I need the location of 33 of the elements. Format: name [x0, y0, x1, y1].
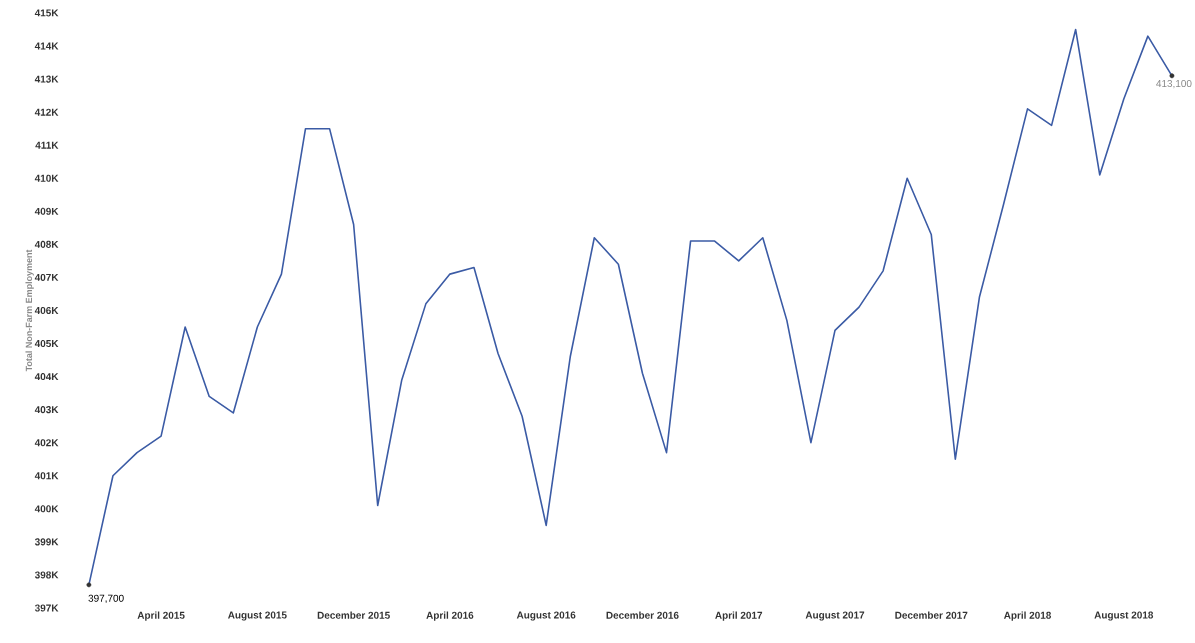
data-label: 397,700: [88, 594, 124, 603]
y-tick-label: 411K: [35, 141, 59, 149]
y-tick-label: 403K: [34, 406, 59, 414]
y-tick-label: 397K: [34, 604, 59, 612]
x-tick-label: August 2018: [1094, 611, 1154, 621]
data-label: 413,100: [1156, 79, 1192, 89]
x-tick-label: April 2016: [426, 611, 474, 621]
y-tick-label: 410K: [34, 174, 59, 182]
y-tick-label: 400K: [34, 505, 59, 513]
x-tick-label: April 2015: [137, 611, 185, 621]
y-tick-label: 401K: [34, 472, 59, 480]
x-tick-label: April 2017: [715, 611, 763, 621]
y-tick-label: 398K: [34, 571, 59, 579]
y-tick-label: 402K: [34, 439, 59, 447]
x-tick-label: August 2016: [516, 611, 576, 621]
y-tick-label: 404K: [34, 373, 59, 381]
y-tick-label: 408K: [34, 240, 59, 248]
y-axis-title: Total Non-Farm Employment: [25, 249, 34, 372]
y-tick-label: 413K: [34, 75, 59, 83]
y-tick-label: 399K: [34, 538, 59, 546]
y-tick-label: 409K: [34, 207, 59, 215]
y-tick-label: 406K: [34, 306, 59, 315]
x-tick-label: December 2016: [606, 611, 679, 619]
x-tick-label: December 2015: [317, 611, 390, 619]
y-tick-label: 414K: [34, 42, 59, 50]
y-tick-label: 415K: [34, 9, 59, 17]
x-tick-label: August 2017: [805, 611, 865, 621]
y-tick-label: 405K: [34, 340, 59, 348]
y-tick-label: 412K: [34, 108, 59, 116]
x-tick-label: August 2015: [227, 611, 287, 621]
x-tick-label: December 2017: [895, 611, 968, 619]
x-tick-label: April 2018: [1003, 611, 1052, 621]
y-tick-label: 407K: [34, 273, 59, 281]
